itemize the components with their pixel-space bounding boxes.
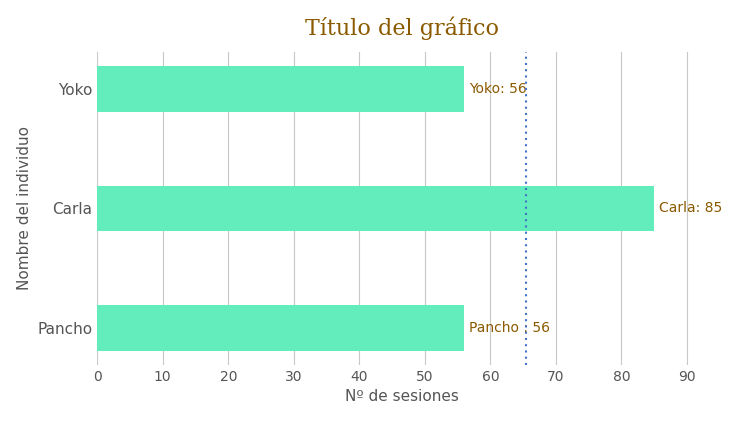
Bar — [97, 66, 464, 112]
Text: Pancho : 56: Pancho : 56 — [470, 321, 551, 335]
Bar — [97, 186, 654, 231]
Bar — [97, 305, 464, 351]
X-axis label: Nº de sesiones: Nº de sesiones — [345, 389, 459, 404]
Title: Título del gráfico: Título del gráfico — [305, 17, 499, 40]
Text: Carla: 85: Carla: 85 — [660, 201, 723, 216]
Y-axis label: Nombre del individuo: Nombre del individuo — [16, 126, 32, 290]
Text: Yoko: 56: Yoko: 56 — [470, 82, 527, 96]
